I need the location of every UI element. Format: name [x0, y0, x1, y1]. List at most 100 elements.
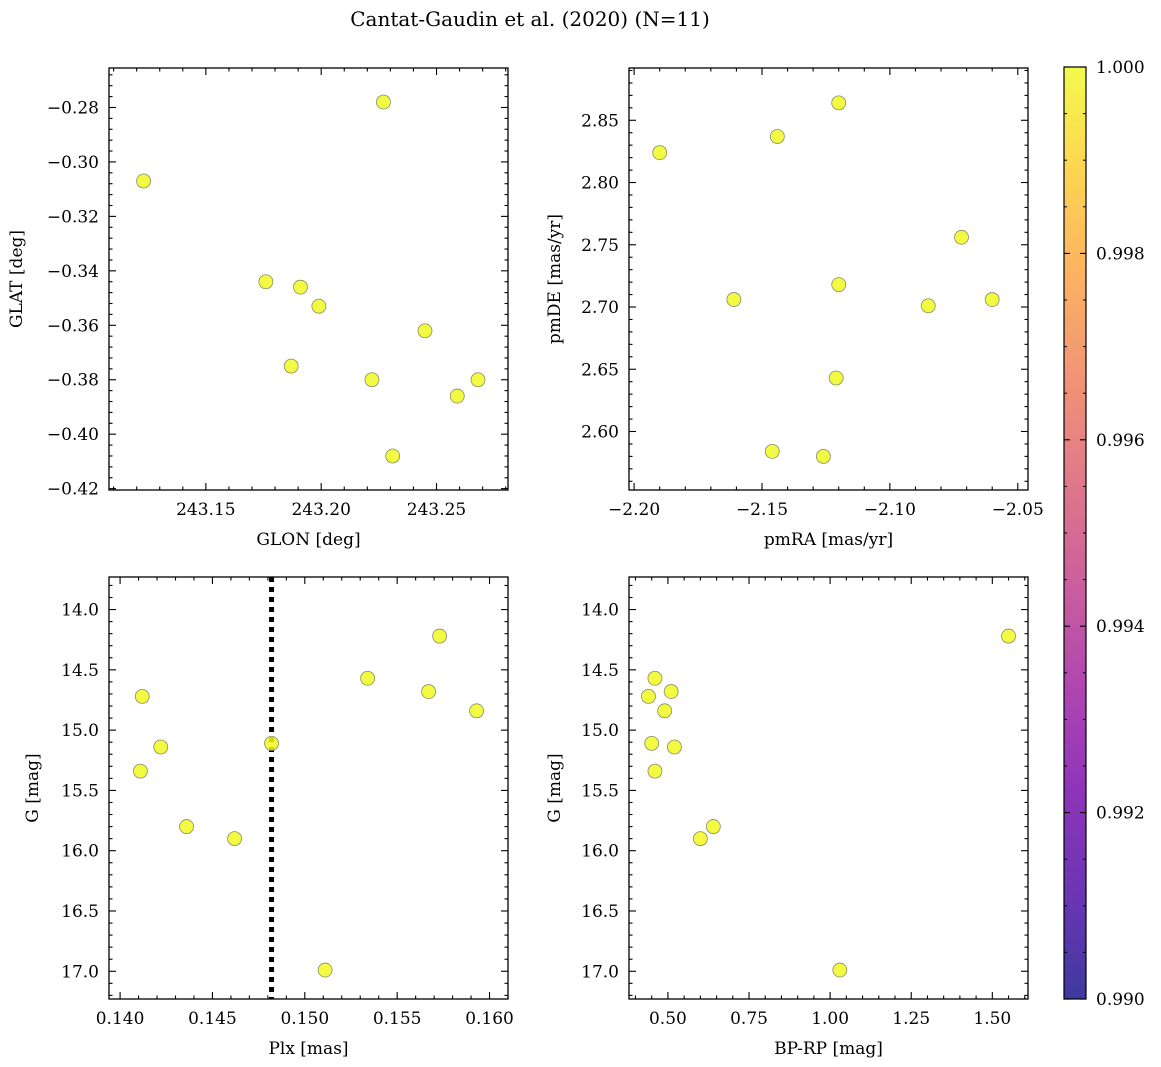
y-tick-label: −0.36: [47, 316, 99, 336]
x-tick-label: −2.10: [864, 500, 916, 520]
x-tick-label: 243.20: [291, 500, 350, 520]
data-point: [134, 688, 150, 704]
colorbar-tick-label: 0.998: [1096, 244, 1145, 264]
panel-color-magnitude: 0.50 0.75 1.00 1.25 1.50 14.0 14.5 15.0 15.5 16.0…: [545, 576, 1029, 1059]
ticks-group: 0.50 0.75 1.00 1.25 1.50 14.0 14.5 15.0 15.5 16.0…: [581, 577, 1028, 1029]
x-tick-label: 0.140: [96, 1009, 145, 1029]
panel-parallax-magnitude: 0.140 0.145 0.150 0.155 0.160 14.0 14.5 15.0 15.…: [23, 576, 514, 1059]
y-tick-label: 14.5: [61, 661, 99, 681]
y-tick-label: 2.85: [581, 111, 619, 131]
data-point: [258, 274, 274, 290]
x-axis-label: GLON [deg]: [256, 530, 360, 550]
x-tick-label: 243.25: [407, 500, 466, 520]
y-tick-label: 17.0: [581, 962, 619, 982]
y-axis-label: G [mag]: [545, 753, 565, 822]
data-point: [385, 448, 401, 464]
colorbar: 0.990 0.992 0.994 0.996 0.998 1.000: [1063, 58, 1145, 1010]
axes-frame: [628, 67, 1029, 491]
points-group: [133, 577, 484, 999]
figure-title: Cantat-Gaudin et al. (2020) (N=11): [350, 7, 710, 31]
data-point: [647, 763, 663, 779]
x-tick-label: −2.15: [736, 500, 788, 520]
x-tick-label: 0.50: [649, 1009, 687, 1029]
axes-frame: [108, 576, 509, 1000]
data-point: [283, 358, 299, 374]
data-point: [317, 962, 333, 978]
y-axis-label: GLAT [deg]: [7, 230, 27, 328]
data-point: [360, 670, 376, 686]
y-tick-label: 2.60: [581, 422, 619, 442]
data-point: [1001, 628, 1016, 644]
colorbar-gradient: [1063, 66, 1087, 1000]
points-group: [136, 94, 486, 464]
y-tick-label: 14.0: [581, 601, 619, 621]
ticks-group: −2.20 −2.15 −2.10 −2.05 2.85 2.80 2.75 2.70 2.65…: [581, 68, 1044, 520]
axes-frame: [108, 67, 509, 491]
data-point: [136, 173, 151, 189]
data-point: [705, 819, 721, 834]
data-point: [421, 684, 436, 699]
data-point: [954, 229, 969, 245]
x-tick-label: 1.25: [892, 1009, 930, 1029]
y-tick-label: −0.38: [47, 371, 99, 391]
x-tick-label: 0.155: [373, 1009, 422, 1029]
data-point: [311, 298, 327, 314]
data-point: [726, 292, 742, 307]
colorbar-tick-label: 0.994: [1096, 617, 1145, 637]
data-point: [828, 370, 844, 386]
x-tick-label: 1.00: [811, 1009, 849, 1029]
data-point: [133, 763, 148, 779]
y-tick-label: 2.80: [581, 174, 619, 194]
colorbar-tick-label: 0.992: [1096, 804, 1145, 824]
x-tick-label: 0.150: [280, 1009, 329, 1029]
y-tick-label: 15.5: [581, 781, 619, 801]
y-tick-label: −0.42: [47, 480, 99, 500]
data-point: [227, 831, 243, 847]
data-point: [667, 739, 682, 755]
x-tick-label: −2.20: [608, 500, 660, 520]
y-tick-label: 14.0: [61, 601, 99, 621]
data-point: [644, 735, 660, 751]
x-axis-label: BP-RP [mag]: [774, 1039, 883, 1059]
y-axis-label: pmDE [mas/yr]: [545, 214, 565, 344]
data-point: [663, 684, 679, 699]
data-point: [831, 95, 847, 111]
data-point: [417, 323, 433, 339]
panel-proper-motion: −2.20 −2.15 −2.10 −2.05 2.85 2.80 2.75 2.70 2.65…: [545, 67, 1044, 550]
x-tick-label: 243.15: [176, 500, 235, 520]
y-tick-label: −0.28: [47, 98, 99, 118]
data-point: [153, 739, 169, 755]
data-point: [264, 735, 279, 751]
colorbar-tick-label: 0.996: [1096, 431, 1145, 451]
x-tick-label: 0.75: [730, 1009, 768, 1029]
data-point: [920, 298, 936, 314]
data-point: [769, 129, 785, 144]
y-tick-label: −0.30: [47, 153, 99, 173]
x-tick-label: 1.50: [973, 1009, 1011, 1029]
data-point: [449, 388, 465, 404]
data-point: [469, 703, 484, 719]
y-tick-label: −0.32: [47, 207, 99, 227]
y-tick-label: 17.0: [61, 962, 99, 982]
y-tick-label: 16.0: [61, 842, 99, 862]
y-tick-label: −0.34: [47, 262, 99, 282]
y-tick-label: 15.0: [581, 721, 619, 741]
data-point: [815, 448, 831, 464]
y-tick-label: 15.0: [61, 721, 99, 741]
ticks-group: 243.15 243.20 243.25 −0.28 −0.30 −0.32 −0.34 −0…: [47, 68, 508, 520]
data-point: [647, 670, 663, 686]
y-tick-label: 16.0: [581, 842, 619, 862]
data-point: [470, 372, 486, 388]
ticks-group: 0.140 0.145 0.150 0.155 0.160 14.0 14.5 15.0 15.…: [61, 577, 514, 1029]
colorbar-tick-label: 0.990: [1096, 990, 1145, 1010]
axes-frame: [628, 576, 1029, 1000]
y-axis-label: G [mag]: [23, 753, 43, 822]
data-point: [432, 628, 448, 644]
data-point: [652, 145, 668, 161]
y-tick-label: 2.70: [581, 298, 619, 318]
colorbar-tick-label: 1.000: [1096, 58, 1145, 78]
data-point: [293, 279, 308, 295]
data-point: [364, 372, 380, 388]
data-point: [376, 94, 391, 110]
